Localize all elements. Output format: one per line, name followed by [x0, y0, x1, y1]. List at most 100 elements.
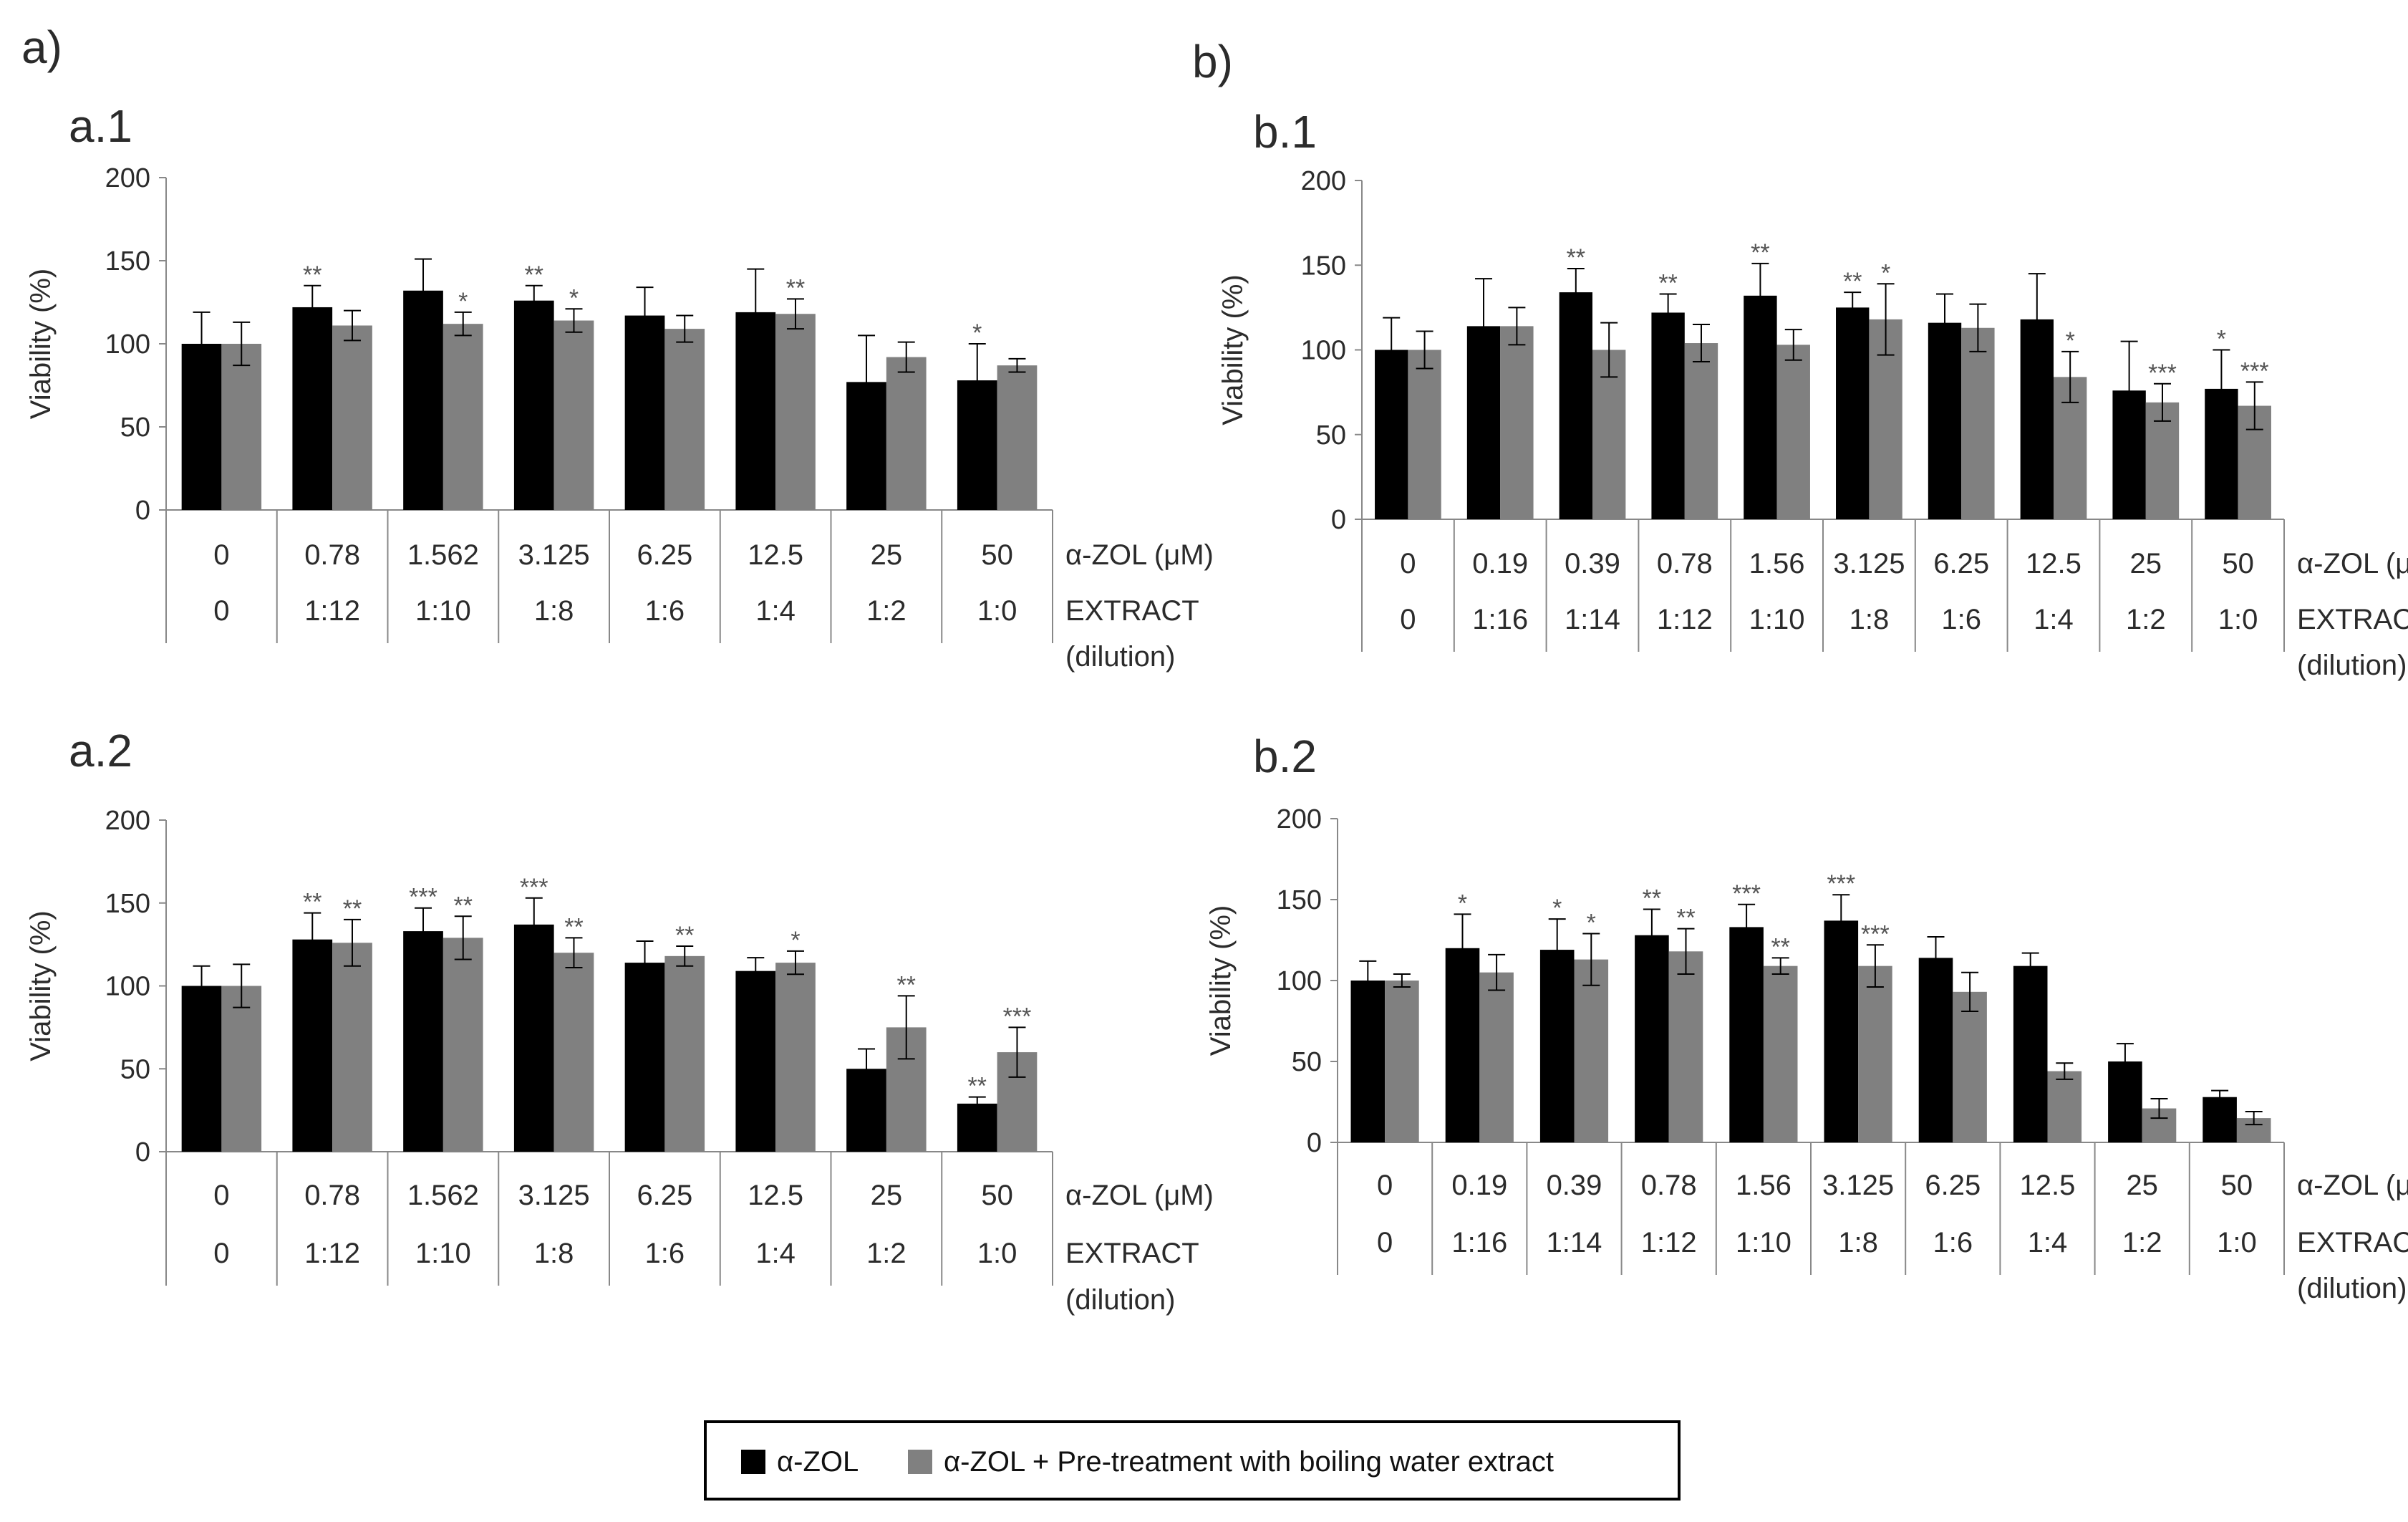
- x-category-label: 0: [213, 1180, 229, 1211]
- x-category-label: 1.562: [407, 539, 479, 571]
- x-category-label: 50: [981, 1180, 1013, 1211]
- x-dilution-label: 1:4: [755, 595, 796, 627]
- x-dilution-label: 0: [213, 595, 229, 627]
- bar-pretreatment: [2047, 1071, 2082, 1142]
- bar-alpha-zol: [1559, 292, 1592, 519]
- y-axis-label: Viability (%): [25, 269, 57, 419]
- x-category-label: 50: [981, 539, 1013, 571]
- bar-pretreatment: [443, 938, 483, 1152]
- x-category-label: 0.19: [1451, 1170, 1507, 1201]
- x-category-label: 6.25: [1925, 1170, 1981, 1201]
- y-tick-label: 100: [105, 972, 150, 1002]
- y-tick-label: 150: [1277, 885, 1322, 915]
- x-category-label: 6.25: [637, 1180, 692, 1211]
- significance-mark: **: [303, 261, 321, 289]
- bar-pretreatment: [1500, 326, 1534, 519]
- y-tick-label: 0: [135, 1137, 150, 1167]
- y-tick-label: 150: [105, 246, 150, 276]
- x-dilution-label: 1:8: [534, 1238, 574, 1269]
- chart-title: a.2: [69, 725, 132, 776]
- bar-alpha-zol: [513, 924, 554, 1152]
- bar-alpha-zol: [1744, 295, 1777, 519]
- x-category-label: 25: [871, 1180, 903, 1211]
- x-category-label: 0.78: [304, 1180, 360, 1211]
- significance-mark: **: [968, 1073, 987, 1100]
- y-tick-label: 50: [1316, 420, 1346, 451]
- bar-alpha-zol: [624, 315, 665, 510]
- x-dilution-label: 1:8: [1838, 1227, 1878, 1258]
- chart-title: b.1: [1253, 106, 1317, 158]
- bar-alpha-zol: [735, 970, 776, 1152]
- y-axis-label: Viability (%): [25, 910, 57, 1061]
- bar-pretreatment: [1668, 951, 1703, 1142]
- bar-pretreatment: [332, 325, 372, 510]
- legend-swatch-pretreatment: [908, 1450, 932, 1474]
- x-category-label: 3.125: [518, 539, 590, 571]
- x-category-label: 1.56: [1749, 548, 1805, 579]
- x-category-label: 3.125: [518, 1180, 590, 1211]
- bar-pretreatment: [886, 357, 927, 510]
- bar-alpha-zol: [2013, 965, 2048, 1142]
- significance-mark: *: [1458, 890, 1467, 917]
- x-category-label: 1.56: [1736, 1170, 1792, 1201]
- x-category-label: 12.5: [2026, 548, 2081, 579]
- x-category-label: 0.39: [1547, 1170, 1602, 1201]
- bar-pretreatment: [1763, 965, 1798, 1142]
- x-dilution-label: 1:0: [2218, 604, 2258, 635]
- legend-label-alpha-zol: α-ZOL: [777, 1446, 859, 1478]
- significance-mark: ***: [1732, 880, 1761, 907]
- significance-mark: **: [343, 895, 362, 923]
- y-tick-label: 150: [1301, 251, 1346, 281]
- x-row-label-dilution: (dilution): [1065, 641, 1175, 673]
- legend-box: [704, 1420, 1681, 1501]
- bar-pretreatment: [1574, 959, 1609, 1142]
- y-tick-label: 100: [105, 329, 150, 360]
- x-dilution-label: 1:16: [1451, 1227, 1507, 1258]
- legend-swatch-alpha-zol: [741, 1450, 765, 1474]
- x-category-label: 0.78: [304, 539, 360, 571]
- y-tick-label: 200: [1277, 804, 1322, 834]
- y-tick-label: 0: [1307, 1128, 1322, 1158]
- x-category-label: 1.562: [407, 1180, 479, 1211]
- x-dilution-label: 1:12: [1657, 604, 1713, 635]
- x-row-label-concentration: α-ZOL (μM): [1065, 1180, 1214, 1211]
- bar-alpha-zol: [2203, 1097, 2237, 1142]
- x-dilution-label: 0: [1377, 1227, 1393, 1258]
- bar-alpha-zol: [1928, 322, 1962, 519]
- x-category-label: 0.19: [1472, 548, 1528, 579]
- x-category-label: 25: [2130, 548, 2162, 579]
- bar-pretreatment: [1953, 991, 1987, 1142]
- significance-mark: ***: [1861, 920, 1890, 948]
- y-tick-label: 50: [120, 1054, 150, 1084]
- bar-pretreatment: [1961, 327, 1995, 519]
- bar-alpha-zol: [1824, 920, 1859, 1142]
- y-tick-label: 50: [120, 413, 150, 443]
- legend: α-ZOL α-ZOL + Pre-treatment with boiling…: [704, 1420, 1681, 1501]
- x-category-label: 0: [213, 539, 229, 571]
- bar-alpha-zol: [1918, 958, 1953, 1142]
- x-dilution-label: 0: [1400, 604, 1416, 635]
- x-row-label-concentration: α-ZOL (μM): [2297, 1170, 2408, 1201]
- significance-mark: *: [972, 319, 982, 347]
- x-category-label: 12.5: [748, 1180, 803, 1211]
- x-dilution-label: 1:4: [2034, 604, 2074, 635]
- significance-mark: **: [786, 274, 805, 302]
- bar-pretreatment: [553, 320, 594, 510]
- bar-pretreatment: [443, 324, 483, 510]
- significance-mark: **: [1771, 933, 1789, 960]
- bar-pretreatment: [1858, 965, 1892, 1142]
- bar-alpha-zol: [181, 986, 222, 1152]
- y-tick-label: 0: [1331, 505, 1346, 535]
- bar-alpha-zol: [292, 939, 333, 1152]
- y-tick-label: 150: [105, 889, 150, 919]
- x-dilution-label: 1:10: [1749, 604, 1805, 635]
- significance-mark: ***: [2148, 360, 2177, 387]
- y-axis-label: Viability (%): [1217, 274, 1249, 425]
- significance-mark: **: [1658, 269, 1677, 297]
- significance-mark: ***: [520, 874, 548, 901]
- significance-mark: **: [1643, 885, 1661, 912]
- x-row-label-extract: EXTRACT: [2297, 1227, 2408, 1258]
